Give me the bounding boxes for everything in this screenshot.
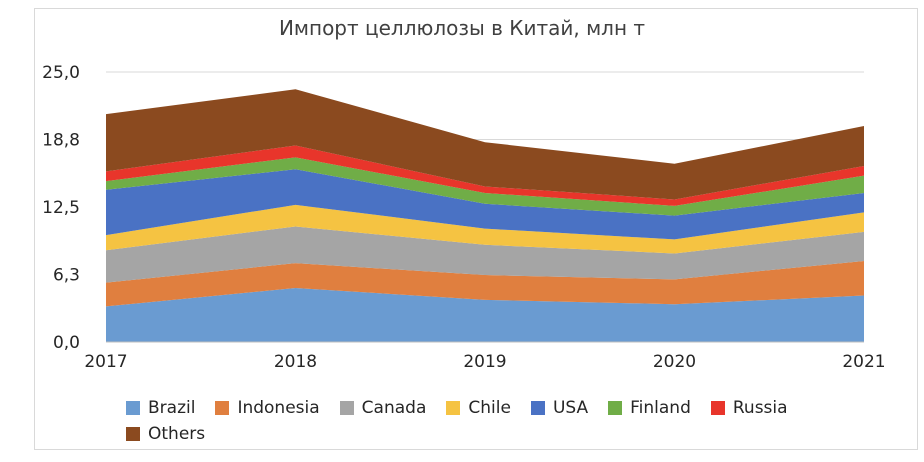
legend-label: Indonesia <box>237 398 320 418</box>
legend-swatch <box>446 401 461 415</box>
legend-swatch <box>126 427 140 441</box>
legend-item-russia: Russia <box>710 398 788 418</box>
legend-swatch <box>215 401 230 415</box>
legend-swatch <box>608 401 623 415</box>
y-tick-label: 0,0 <box>53 333 80 353</box>
legend-swatch <box>126 401 140 415</box>
legend-swatch <box>530 401 545 415</box>
legend-item-finland: Finland <box>608 398 691 418</box>
x-tick-label: 2021 <box>842 352 885 372</box>
area-brazil <box>106 288 864 342</box>
legend-item-brazil: Brazil <box>126 398 195 418</box>
area-usa <box>106 169 864 240</box>
area-chile <box>106 204 864 254</box>
x-tick-label: 2020 <box>653 352 696 372</box>
legend-item-indonesia: Indonesia <box>215 398 320 418</box>
legend-item-others: Others <box>126 424 205 444</box>
legend-label: Chile <box>468 398 511 418</box>
x-tick-label: 2019 <box>463 352 506 372</box>
area-canada <box>106 226 864 283</box>
y-tick-label: 25,0 <box>42 63 80 83</box>
legend-label: USA <box>552 398 589 418</box>
legend-label: Finland <box>630 398 691 418</box>
x-tick-label: 2018 <box>274 352 317 372</box>
legend-label: Others <box>148 424 206 444</box>
legend-item-canada: Canada <box>339 398 427 418</box>
legend-swatch <box>339 401 354 415</box>
legend-label: Canada <box>361 398 427 418</box>
legend-label: Brazil <box>148 398 196 418</box>
y-tick-label: 18,8 <box>42 131 80 151</box>
x-tick-label: 2017 <box>84 352 127 372</box>
y-tick-label: 6,3 <box>53 266 80 286</box>
legend-swatch <box>710 401 725 415</box>
area-indonesia <box>106 261 864 307</box>
y-tick-label: 12,5 <box>42 198 80 218</box>
chart-legend: Brazil Indonesia Canada Chile USA Finland Russ… <box>126 398 866 444</box>
legend-item-chile: Chile <box>446 398 511 418</box>
legend-label: Russia <box>732 398 788 418</box>
area-others <box>106 89 864 200</box>
legend-item-usa: USA <box>530 398 589 418</box>
chart-title: Импорт целлюлозы в Китай, млн т <box>278 16 646 40</box>
